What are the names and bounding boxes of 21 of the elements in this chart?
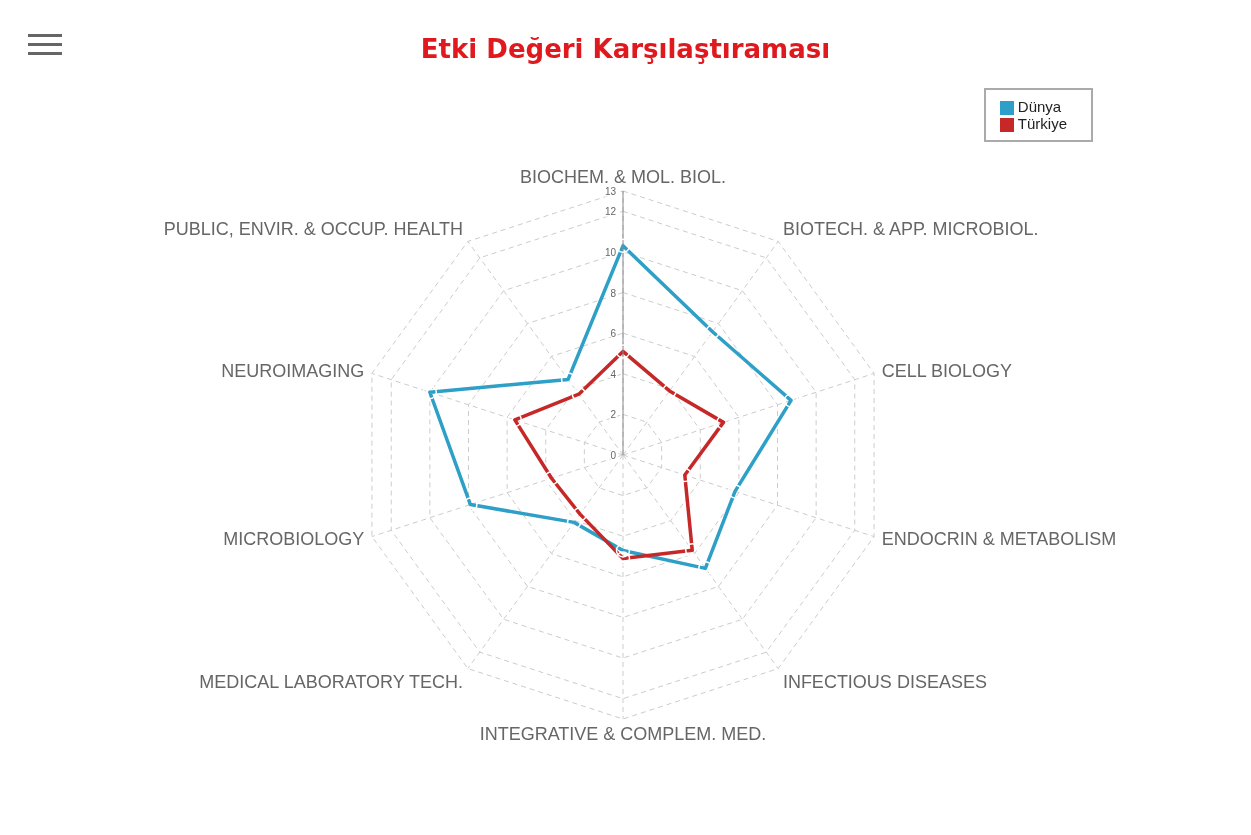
y-tick-label: 10	[604, 246, 617, 258]
y-tick-label: 12	[604, 206, 617, 218]
y-tick-label: 13	[604, 186, 617, 197]
spoke-label: MEDICAL LABORATORY TECH.	[199, 671, 464, 692]
y-tick-label: 8	[610, 287, 617, 299]
spoke-label: CELL BIOLOGY	[881, 361, 1013, 382]
spoke-label: PUBLIC, ENVIR. & OCCUP. HEALTH	[163, 218, 464, 239]
y-tick-label: 0	[610, 450, 617, 461]
spoke-label: BIOTECH. & APP. MICROBIOL.	[782, 218, 1039, 239]
y-tick-label: 2	[610, 409, 617, 421]
spoke-label: BIOCHEM. & MOL. BIOL.	[519, 167, 727, 187]
spoke-label: INFECTIOUS DISEASES	[782, 671, 987, 692]
spoke-label: NEUROIMAGING	[221, 361, 365, 382]
legend-label: Türkiye	[1017, 115, 1067, 133]
spoke-label: MICROBIOLOGY	[223, 529, 365, 550]
legend-label: Dünya	[1017, 98, 1062, 115]
spoke-label: INTEGRATIVE & COMPLEM. MED.	[479, 723, 767, 744]
y-tick-label: 6	[610, 328, 617, 340]
spoke-label: ENDOCRIN & METABOLISM	[881, 529, 1117, 550]
y-tick-label: 4	[610, 368, 617, 380]
chart-title: Etki Değeri Karşılaştıraması	[419, 34, 832, 64]
